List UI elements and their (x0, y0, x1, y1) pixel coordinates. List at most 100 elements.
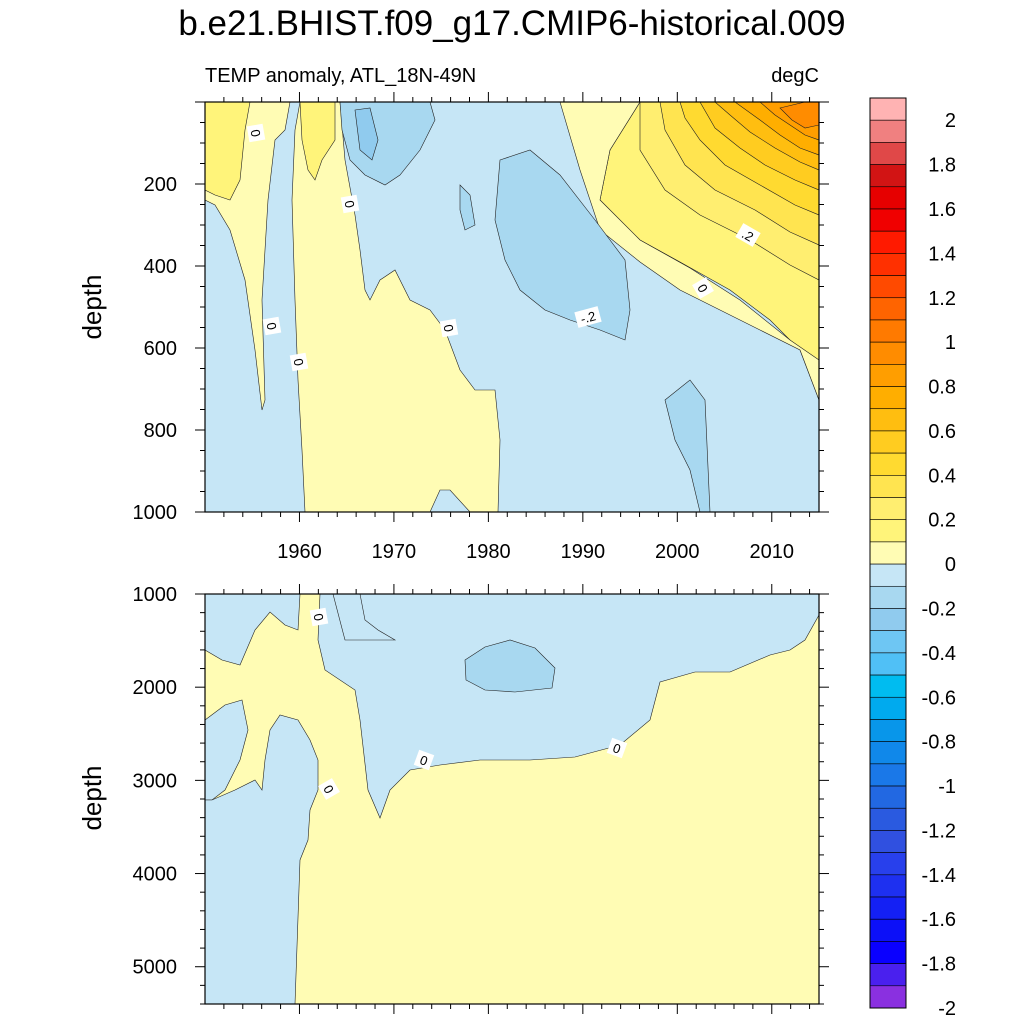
contour-label: 0 (611, 740, 623, 757)
colorbar-swatch (869, 97, 907, 121)
colorbar-label: 1.2 (928, 288, 956, 310)
colorbar-swatch (869, 963, 907, 987)
colorbar-frame (869, 97, 907, 1009)
colorbar: 2 1.8 1.6 1.4 1.2 1 0.8 0.6 0.4 0.2 0 -0.2 -0.4 -0.6 -… (869, 97, 956, 1020)
y-tick-label: 800 (144, 420, 177, 442)
colorbar-label: 0 (945, 554, 956, 576)
x-tick-label: 1980 (466, 541, 511, 563)
y-tick-label: 1000 (133, 502, 178, 524)
colorbar-swatch (869, 341, 907, 365)
colorbar-swatch (869, 386, 907, 410)
colorbar-swatch (869, 807, 907, 831)
colorbar-swatch (869, 652, 907, 676)
colorbar-swatch (869, 186, 907, 210)
colorbar-swatch (869, 430, 907, 454)
x-tick-label: 2000 (655, 541, 700, 563)
lower-neg-band-2 (332, 594, 397, 641)
colorbar-swatch (869, 541, 907, 565)
colorbar-label: -0.6 (922, 687, 956, 709)
colorbar-swatch (869, 630, 907, 654)
colorbar-label: 0.2 (928, 510, 956, 532)
contour-label: 0 (310, 612, 326, 622)
y-tick-label: 200 (144, 174, 177, 196)
chart-title: b.e21.BHIST.f09_g17.CMIP6-historical.009 (178, 4, 845, 43)
lower-neg-band (317, 594, 819, 819)
x-tick-label: 2010 (750, 541, 795, 563)
colorbar-swatch (869, 452, 907, 476)
colorbar-label: 1.6 (928, 199, 956, 221)
colorbar-swatch (869, 119, 907, 143)
colorbar-swatch (869, 741, 907, 765)
y-tick-label: 600 (144, 338, 177, 360)
contour-label: 0 (418, 752, 430, 769)
colorbar-swatch (869, 408, 907, 432)
colorbar-label: 2 (945, 110, 956, 132)
lower-cold-blob (464, 639, 556, 693)
upper-left-pos-2 (205, 102, 251, 201)
contour-label: 0 (263, 321, 279, 331)
upper-warm-region-2 (559, 102, 819, 401)
colorbar-swatch (869, 985, 907, 1009)
colorbar-swatch (869, 874, 907, 898)
x-tick-label: 1960 (277, 541, 322, 563)
y-tick-label: 2000 (133, 677, 178, 699)
colorbar-swatch (869, 763, 907, 787)
colorbar-swatch (869, 896, 907, 920)
colorbar-swatch (869, 297, 907, 321)
y-tick-label: 4000 (133, 864, 178, 886)
colorbar-label: 0.4 (928, 465, 956, 487)
colorbar-label: 1.8 (928, 155, 956, 177)
contour-label: 0 (341, 199, 357, 209)
upper-contour-labels: 0 0 0 0 0 -.2 0 .2 (246, 123, 761, 372)
colorbar-label: -1.6 (922, 909, 956, 931)
lower-axes: 1000 2000 3000 4000 5000 (133, 584, 829, 1014)
subtitle-units: degC (771, 65, 819, 87)
colorbar-swatch (869, 830, 907, 853)
colorbar-label: -0.8 (922, 732, 956, 754)
upper-cold-1b (354, 107, 379, 161)
y-tick-label: 400 (144, 256, 177, 278)
y-tick-label: 1000 (133, 584, 178, 606)
colorbar-swatch (869, 164, 907, 188)
contour-label: -.2 (579, 308, 598, 326)
colorbar-label: -1.4 (922, 865, 956, 887)
lower-contour-labels: 0 0 0 0 (309, 607, 628, 800)
upper-cold-4 (664, 379, 711, 512)
colorbar-swatch (869, 475, 907, 498)
colorbar-swatch (869, 918, 907, 942)
contour-label: 0 (247, 128, 263, 138)
upper-ylabel: depth (77, 274, 107, 339)
colorbar-swatch (869, 696, 907, 720)
lower-left-neg-2 (205, 594, 301, 666)
colorbar-label: -0.4 (922, 643, 956, 665)
upper-cold-2 (494, 149, 631, 341)
contour-label: 0 (290, 357, 306, 367)
colorbar-label: 0.8 (928, 377, 956, 399)
colorbar-swatch (869, 497, 907, 521)
colorbar-label: 1 (945, 332, 956, 354)
upper-cold-3 (459, 184, 476, 231)
colorbar-label: -2 (938, 998, 956, 1020)
colorbar-label: -1 (938, 776, 956, 798)
colorbar-label: -1.8 (922, 954, 956, 976)
colorbar-swatch (869, 852, 907, 876)
colorbar-swatch (869, 319, 907, 343)
colorbar-swatch (869, 608, 907, 631)
colorbar-swatch (869, 785, 907, 809)
colorbar-label: -0.2 (922, 598, 956, 620)
colorbar-swatch (869, 275, 907, 299)
colorbar-swatch (869, 585, 907, 609)
colorbar-label: -1.2 (922, 820, 956, 842)
x-tick-label: 1990 (561, 541, 606, 563)
colorbar-swatch (869, 142, 907, 165)
colorbar-swatch (869, 519, 907, 543)
colorbar-swatch (869, 253, 907, 276)
lower-deep-neg (205, 714, 319, 1004)
lower-ylabel: depth (77, 765, 107, 830)
upper-contour-panel (205, 102, 819, 512)
upper-axes: 1960 1970 1980 1990 2000 2010 200 400 600 800 1000 (133, 92, 829, 563)
colorbar-swatch (869, 941, 907, 964)
colorbar-swatch (869, 230, 907, 254)
colorbar-label: 0.6 (928, 421, 956, 443)
